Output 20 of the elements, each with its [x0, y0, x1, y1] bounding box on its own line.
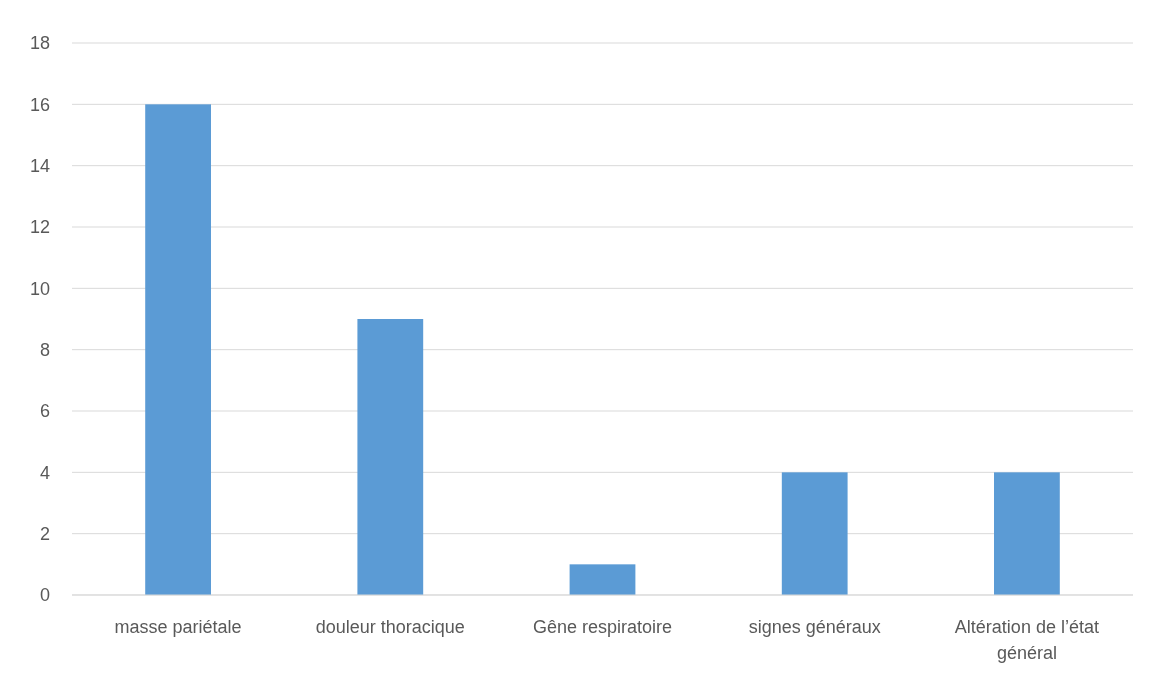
y-tick-label: 14	[29, 155, 50, 176]
y-tick-label: 18	[29, 33, 50, 54]
x-tick-label: Gêne respiratoire	[532, 617, 673, 637]
x-tick-label: douleur thoracique	[315, 617, 465, 637]
y-tick-label: 0	[39, 585, 50, 606]
bar	[357, 319, 424, 595]
y-tick-label: 12	[29, 217, 50, 238]
bar	[994, 472, 1060, 595]
y-tick-label: 2	[39, 523, 50, 544]
x-tick-label: masse pariétale	[114, 617, 242, 637]
y-tick-label: 4	[39, 462, 50, 483]
bar	[145, 104, 211, 595]
y-tick-label: 10	[29, 278, 50, 299]
bar	[569, 564, 636, 595]
x-tick-label: signes généraux	[748, 617, 881, 637]
bar	[781, 472, 848, 595]
y-tick-label: 8	[39, 339, 50, 360]
y-tick-label: 16	[29, 94, 50, 115]
x-tick-label: Altération de l’état général	[954, 617, 1099, 663]
y-tick-label: 6	[39, 401, 50, 422]
